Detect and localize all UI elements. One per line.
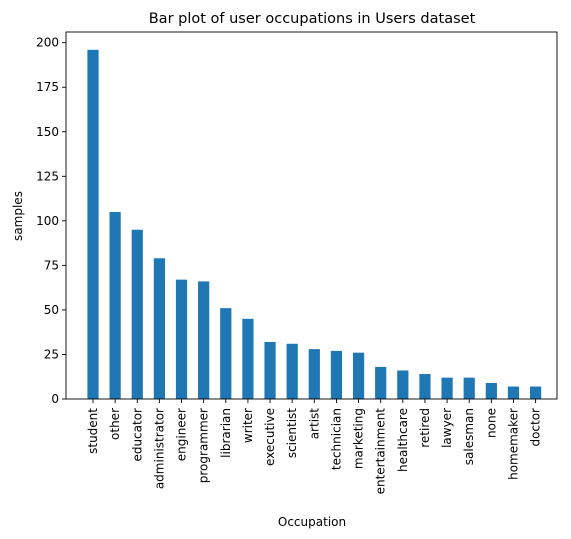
bar-marketing [352,352,365,399]
x-tick-label-scientist: scientist [285,408,299,458]
x-tick-label-educator: educator [130,408,144,462]
bar-writer [242,318,254,399]
y-tick-label: 200 [36,36,59,50]
y-axis: 0 25 50 75 100 125 150 175 200 [36,36,66,406]
x-tick-label-healthcare: healthcare [396,408,410,472]
bar-scientist [286,343,298,399]
bar-none [485,382,497,399]
x-axis: student other educator administrator enginee… [86,399,543,494]
bar-administrator [153,258,165,399]
bars-group [87,49,542,399]
bar-librarian [220,308,232,399]
y-tick-label: 0 [51,392,59,406]
x-tick-label-student: student [86,408,100,454]
x-tick-label-executive: executive [263,408,277,466]
y-tick-label: 150 [36,125,59,139]
y-tick-label: 50 [44,303,59,317]
x-tick-label-doctor: doctor [529,408,543,447]
x-tick-label-programmer: programmer [197,408,211,483]
bar-healthcare [397,370,409,399]
x-tick-label-entertainment: entertainment [374,408,388,495]
x-tick-label-writer: writer [241,408,255,443]
plot-frame [65,31,558,400]
x-tick-label-librarian: librarian [219,408,233,458]
x-tick-label-artist: artist [307,408,321,440]
bar-homemaker [507,386,520,399]
x-tick-label-salesman: salesman [462,408,476,465]
bar-executive [264,341,276,399]
y-tick-label: 175 [36,80,59,94]
y-tick-label: 125 [36,169,59,183]
y-tick-label: 100 [36,214,59,228]
bar-student [87,49,99,399]
bar-salesman [463,377,475,399]
bar-lawyer [441,377,453,399]
x-tick-label-technician: technician [329,408,343,470]
bar-engineer [175,279,188,399]
x-tick-label-marketing: marketing [352,408,366,469]
bar-retired [419,374,431,399]
bar-technician [330,350,343,399]
bar-other [109,211,121,399]
bar-entertainment [375,366,387,399]
x-tick-label-lawyer: lawyer [440,408,454,448]
x-tick-label-administrator: administrator [152,408,166,489]
x-tick-label-retired: retired [418,408,432,448]
bar-educator [131,229,143,399]
x-tick-label-none: none [484,408,498,438]
bar-artist [308,349,320,399]
y-tick-label: 75 [44,258,59,272]
x-tick-label-homemaker: homemaker [506,408,520,480]
bar-doctor [530,386,542,399]
x-axis-title: Occupation [278,515,346,529]
y-tick-label: 25 [44,347,59,361]
x-tick-label-engineer: engineer [175,408,189,461]
chart-title: Bar plot of user occupations in Users da… [149,11,476,27]
y-axis-title: samples [11,191,25,241]
x-tick-label-other: other [108,408,122,440]
bar-programmer [198,281,210,399]
